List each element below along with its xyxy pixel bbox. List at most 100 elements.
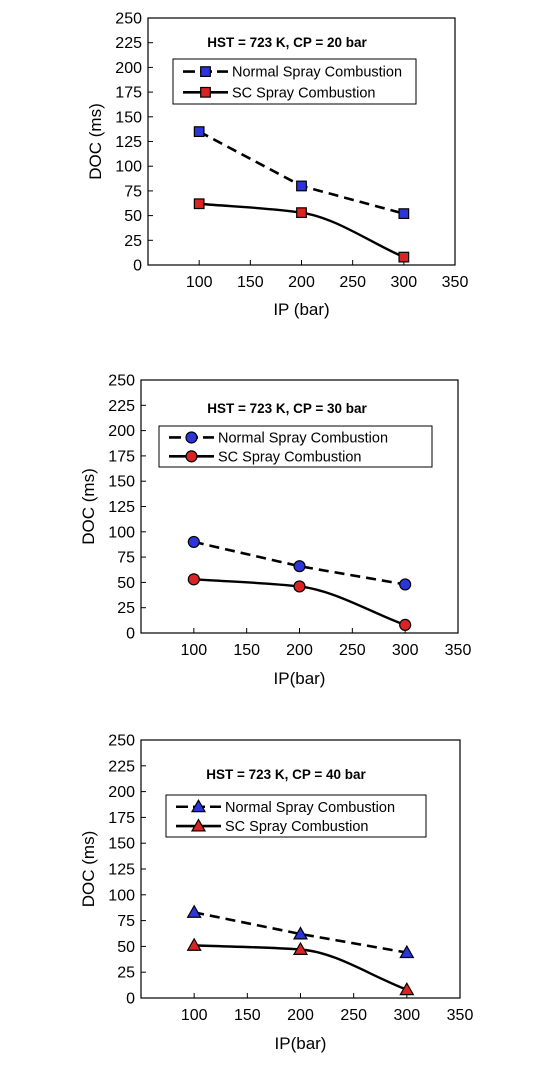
x-tick-label: 200 xyxy=(288,274,315,291)
x-tick-label: 250 xyxy=(339,274,366,291)
legend-box xyxy=(172,58,417,105)
series-line-normal xyxy=(193,540,406,586)
y-tick-label: 200 xyxy=(115,60,142,77)
x-tick-label: 300 xyxy=(390,274,417,291)
chart-title: HST = 723 K, CP = 30 bar xyxy=(207,401,367,416)
y-tick-label: 225 xyxy=(108,398,135,415)
y-axis-title: DOC (ms) xyxy=(79,468,98,544)
y-tick-label: 200 xyxy=(108,784,135,801)
y-tick-label: 200 xyxy=(108,423,135,440)
y-tick-label: 25 xyxy=(124,233,142,250)
y-axis-title: DOC (ms) xyxy=(86,103,105,179)
legend-box xyxy=(165,794,427,838)
legend-label-normal: Normal Spray Combustion xyxy=(218,430,388,446)
legend-marker-sc xyxy=(190,818,207,832)
y-tick-label: 100 xyxy=(115,159,142,176)
legend-label-sc: SC Spray Combustion xyxy=(225,819,368,835)
y-tick-label: 175 xyxy=(108,810,135,827)
sc-data-point xyxy=(292,941,309,955)
legend-marker-sc xyxy=(200,86,211,98)
y-tick-label: 50 xyxy=(117,939,135,956)
chart-panel-2: 0 25 50 75 100 125 150 175 200 225 250 100 150 200 250… xyxy=(79,373,471,689)
y-tick-label: 225 xyxy=(108,758,135,775)
y-tick-label: 75 xyxy=(117,913,135,930)
y-tick-label: 125 xyxy=(115,134,142,151)
x-tick-label: 200 xyxy=(287,1007,314,1024)
legend-label-normal: Normal Spray Combustion xyxy=(232,65,402,81)
y-tick-label: 125 xyxy=(108,499,135,516)
legend-marker-normal xyxy=(185,431,198,444)
x-tick-label: 150 xyxy=(233,642,260,659)
normal-data-point xyxy=(296,180,307,192)
y-tick-label: 250 xyxy=(108,733,135,750)
x-tick-label: 100 xyxy=(181,1007,208,1024)
legend: Normal Spray Combustion SC Spray Combusti… xyxy=(158,425,433,468)
sc-data-point xyxy=(293,580,306,593)
chart-title: HST = 723 K, CP = 40 bar xyxy=(206,767,366,782)
legend-label-sc: SC Spray Combustion xyxy=(232,85,375,101)
legend: Normal Spray Combustion SC Spray Combusti… xyxy=(172,58,417,105)
y-tick-label: 225 xyxy=(115,35,142,52)
x-tick-label: 250 xyxy=(339,642,366,659)
y-tick-label: 150 xyxy=(115,109,142,126)
x-axis-title: IP(bar) xyxy=(275,1034,327,1053)
x-axis-title: IP(bar) xyxy=(274,669,326,688)
sc-data-point xyxy=(398,251,410,263)
normal-data-point xyxy=(398,208,410,220)
y-axis-title: DOC (ms) xyxy=(79,831,98,907)
x-tick-label: 350 xyxy=(447,1007,474,1024)
y-tick-label: 250 xyxy=(108,373,135,390)
chart-panel-3: 0 25 50 75 100 125 150 175 200 225 250 100 150 200 250… xyxy=(79,733,473,1054)
x-tick-label: 300 xyxy=(393,1007,420,1024)
y-tick-label: 75 xyxy=(124,183,142,200)
y-tick-label: 150 xyxy=(108,474,135,491)
legend: Normal Spray Combustion SC Spray Combusti… xyxy=(165,794,427,838)
plot-frame xyxy=(147,17,456,266)
y-tick-label: 0 xyxy=(133,258,142,275)
x-tick-label: 350 xyxy=(442,274,469,291)
normal-data-point xyxy=(399,944,415,959)
normal-data-point xyxy=(292,926,309,940)
x-tick-label: 100 xyxy=(180,642,207,659)
y-tick-label: 175 xyxy=(115,85,142,102)
x-tick-label: 250 xyxy=(340,1007,367,1024)
series-line-normal xyxy=(198,130,405,215)
chart-panel-1: 0 25 50 75 100 125 150 175 200 225 250 100 150 200 250… xyxy=(86,11,468,320)
normal-data-point xyxy=(186,904,202,918)
x-tick-label: 300 xyxy=(392,642,419,659)
y-tick-label: 125 xyxy=(108,862,135,879)
sc-data-point xyxy=(399,618,412,632)
legend-marker-normal xyxy=(190,799,207,813)
legend-box xyxy=(158,425,433,468)
normal-data-point xyxy=(193,126,205,138)
legend-marker-normal xyxy=(200,66,211,78)
y-tick-label: 0 xyxy=(126,991,135,1008)
plot-frame xyxy=(140,379,459,634)
y-tick-label: 25 xyxy=(117,600,135,617)
y-tick-label: 25 xyxy=(117,965,135,982)
y-tick-label: 250 xyxy=(115,11,142,28)
legend-label-normal: Normal Spray Combustion xyxy=(225,800,395,816)
y-tick-label: 50 xyxy=(117,575,135,592)
x-tick-label: 150 xyxy=(237,274,264,291)
series-line-normal xyxy=(193,911,408,954)
normal-data-point xyxy=(187,535,200,549)
y-tick-label: 0 xyxy=(126,626,135,643)
legend-label-sc: SC Spray Combustion xyxy=(218,449,361,465)
chart-title: HST = 723 K, CP = 20 bar xyxy=(207,35,367,50)
y-tick-label: 75 xyxy=(117,550,135,567)
x-tick-label: 200 xyxy=(286,642,313,659)
sc-data-point xyxy=(296,207,307,219)
normal-data-point xyxy=(399,578,412,591)
normal-data-point xyxy=(293,560,306,573)
x-tick-label: 350 xyxy=(445,642,472,659)
sc-data-point xyxy=(193,198,205,210)
y-tick-label: 100 xyxy=(108,524,135,541)
y-tick-label: 100 xyxy=(108,887,135,904)
sc-data-point xyxy=(186,937,202,951)
y-tick-label: 50 xyxy=(124,208,142,225)
x-tick-label: 150 xyxy=(234,1007,261,1024)
sc-data-point xyxy=(399,982,415,996)
x-tick-label: 100 xyxy=(186,274,213,291)
